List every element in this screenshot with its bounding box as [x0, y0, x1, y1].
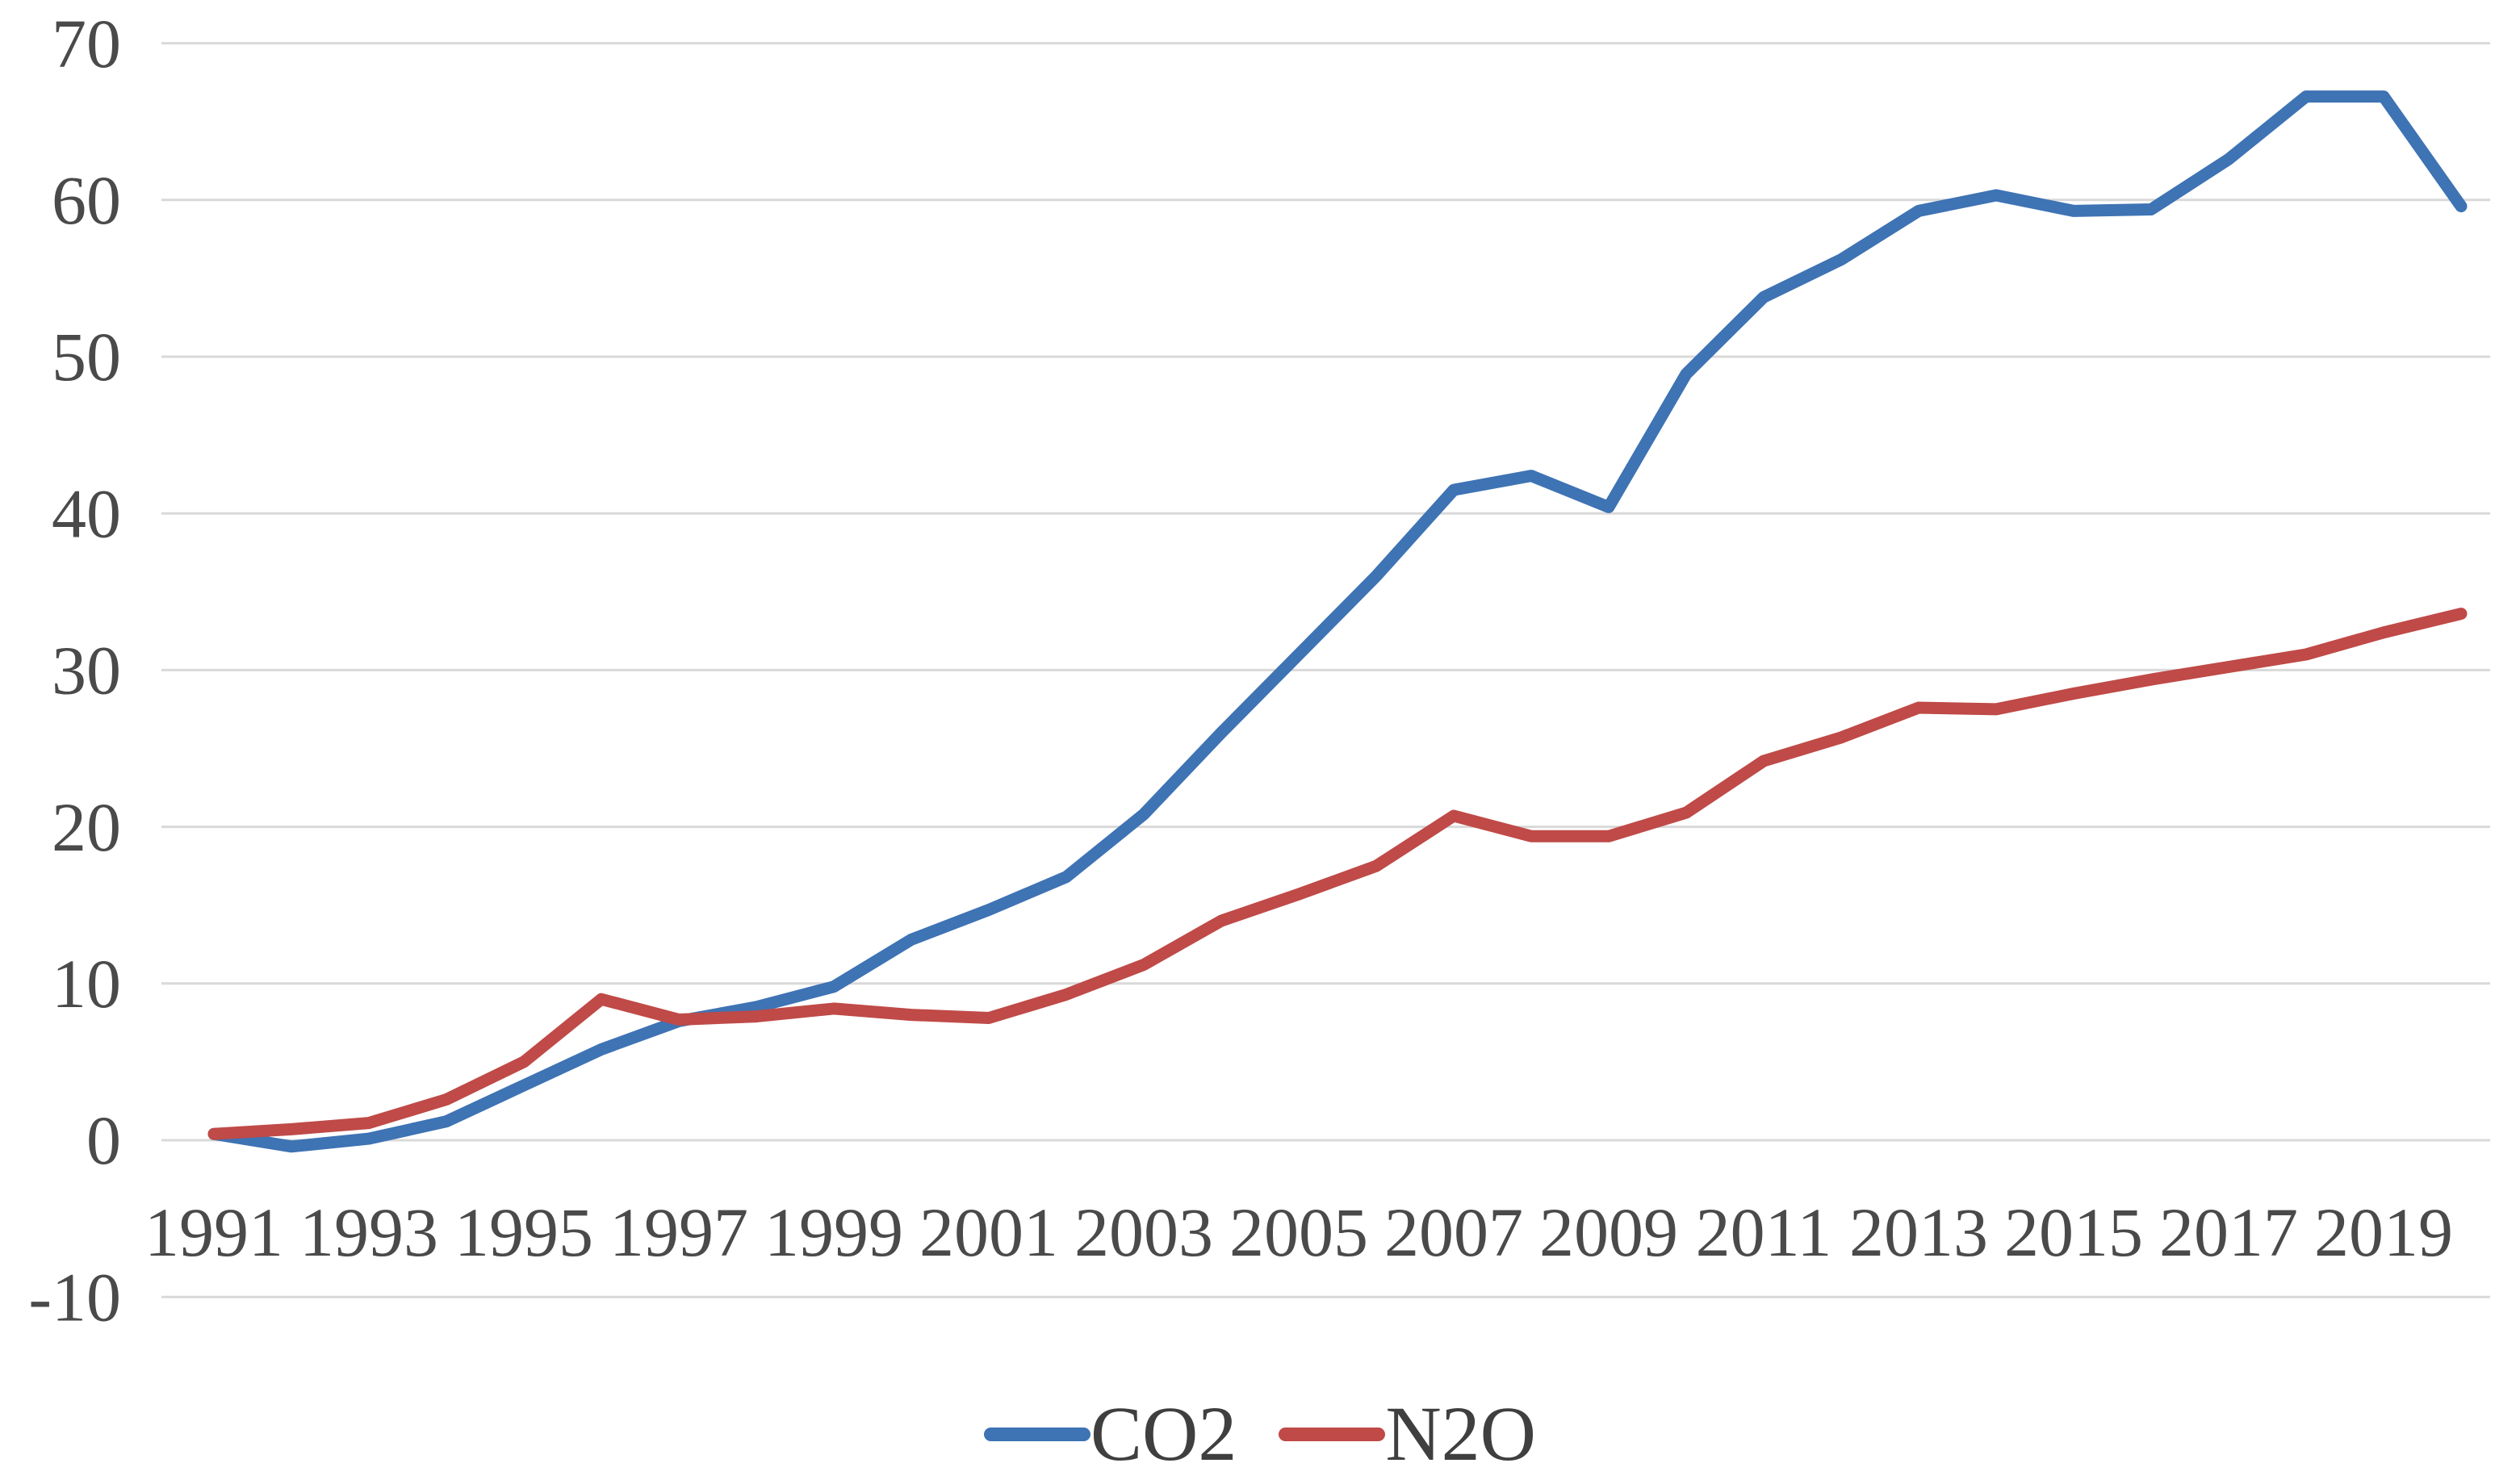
y-tick-label-0: 0	[86, 1102, 121, 1179]
x-tick-label-1993: 1993	[299, 1193, 438, 1271]
x-tick-label-1991: 1991	[144, 1193, 283, 1271]
co2-line-swatch-icon	[983, 1427, 1090, 1441]
x-tick-label-2017: 2017	[2159, 1193, 2298, 1271]
y-tick-label-10: 10	[52, 945, 121, 1022]
x-tick-label-2005: 2005	[1229, 1193, 1368, 1271]
y-tick-label-70: 70	[52, 5, 121, 82]
n2o-line-swatch-icon	[1279, 1427, 1386, 1441]
y-tick-label-30: 30	[52, 632, 121, 709]
x-tick-label-2015: 2015	[2004, 1193, 2143, 1271]
x-tick-label-2019: 2019	[2314, 1193, 2453, 1271]
x-tick-label-2009: 2009	[1539, 1193, 1678, 1271]
x-tick-label-2001: 2001	[919, 1193, 1058, 1271]
chart-legend: CO2 N2O	[0, 1384, 2520, 1484]
x-tick-label-1999: 1999	[764, 1193, 903, 1271]
legend-label-co2: CO2	[1090, 1390, 1237, 1477]
y-tick-label-20: 20	[52, 788, 121, 866]
x-tick-label-2003: 2003	[1074, 1193, 1213, 1271]
y-tick-label-50: 50	[52, 318, 121, 395]
y-tick-label-40: 40	[52, 474, 121, 552]
x-tick-label-1997: 1997	[609, 1193, 748, 1271]
x-tick-label-2013: 2013	[1849, 1193, 1988, 1271]
x-tick-label-2011: 2011	[1696, 1193, 1832, 1271]
y-tick-label-60: 60	[52, 161, 121, 239]
co2-line	[207, 90, 2468, 1153]
legend-item-n2o: N2O	[1279, 1395, 1536, 1473]
x-tick-label-1995: 1995	[454, 1193, 593, 1271]
legend-label-n2o: N2O	[1385, 1390, 1536, 1477]
y-tick-label--10: -10	[28, 1258, 121, 1336]
x-tick-label-2007: 2007	[1384, 1193, 1523, 1271]
legend-item-co2: CO2	[983, 1390, 1237, 1477]
n2o-line	[207, 608, 2468, 1140]
